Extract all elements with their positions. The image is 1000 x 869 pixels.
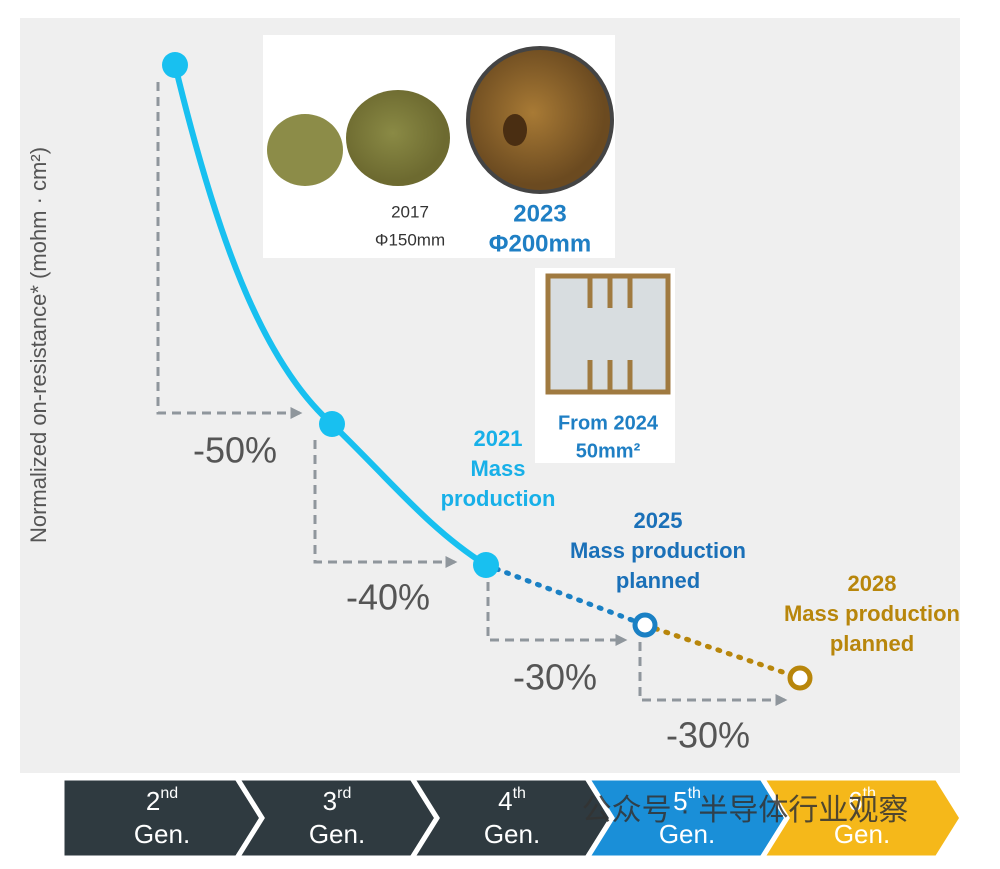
wafer-size: Φ150mm xyxy=(375,230,445,249)
ordinal-suffix: nd xyxy=(160,785,178,802)
generation-ordinal: 2nd xyxy=(146,785,178,816)
gen-point xyxy=(473,552,499,578)
milestone-text: Mass xyxy=(470,456,525,481)
ordinal: 6 xyxy=(848,786,862,816)
ordinal: 4 xyxy=(498,786,512,816)
ordinal: 2 xyxy=(146,786,160,816)
watermark: 公众号 · 半导体行业观察 xyxy=(582,794,909,827)
generation-label: Gen. xyxy=(834,819,890,849)
wafer-year: 2023 xyxy=(513,200,566,227)
reduction-arrow xyxy=(486,582,628,646)
milestone-year: 2028 xyxy=(848,571,897,596)
reduction-arrow xyxy=(638,642,788,706)
generation-ordinal: 5th xyxy=(673,785,701,816)
y-axis-label: Normalized on-resistance* (mohm · cm²) xyxy=(26,147,51,543)
trend-planned xyxy=(483,562,648,628)
gen-point xyxy=(787,665,813,691)
wafer-image: 2017 Φ150mm 2023 Φ200mm xyxy=(263,35,615,258)
trend-line xyxy=(172,64,488,568)
generation-label: Gen. xyxy=(659,819,715,849)
milestone-text: planned xyxy=(830,631,914,656)
milestone-text: Mass production xyxy=(784,601,960,626)
ordinal-suffix: th xyxy=(513,785,526,802)
reduction-label: -30% xyxy=(513,657,597,698)
ordinal-suffix: th xyxy=(863,785,876,802)
reduction-label: -50% xyxy=(193,430,277,471)
ordinal-suffix: rd xyxy=(337,785,351,802)
generation-ordinal: 3rd xyxy=(323,785,352,816)
wafer-size: Φ200mm xyxy=(489,230,591,257)
ordinal: 5 xyxy=(673,786,687,816)
generation-ordinal: 4th xyxy=(498,785,526,816)
milestone-text: production xyxy=(441,486,556,511)
generation-label: Gen. xyxy=(134,819,190,849)
milestone-text: planned xyxy=(616,568,700,593)
reduction-arrow xyxy=(156,82,303,419)
ordinal: 3 xyxy=(323,786,337,816)
chip-label: From 2024 xyxy=(558,412,659,434)
milestone-year: 2021 xyxy=(474,426,523,451)
wafer-year: 2017 xyxy=(391,202,429,221)
gen-point xyxy=(162,52,188,78)
generation-chevron xyxy=(757,775,965,861)
chip-image: From 2024 50mm² xyxy=(535,268,675,463)
gen-point xyxy=(319,411,345,437)
gen-point xyxy=(632,612,658,638)
reduction-label: -40% xyxy=(346,577,430,618)
generation-label: Gen. xyxy=(309,819,365,849)
ordinal-suffix: th xyxy=(688,785,701,802)
reduction-arrow xyxy=(313,440,458,568)
chip-area: 50mm² xyxy=(576,440,641,462)
reduction-label: -30% xyxy=(666,715,750,756)
generation-ordinal: 6th xyxy=(848,785,876,816)
milestone-year: 2025 xyxy=(634,508,683,533)
generation-label: Gen. xyxy=(484,819,540,849)
milestone-text: Mass production xyxy=(570,538,746,563)
